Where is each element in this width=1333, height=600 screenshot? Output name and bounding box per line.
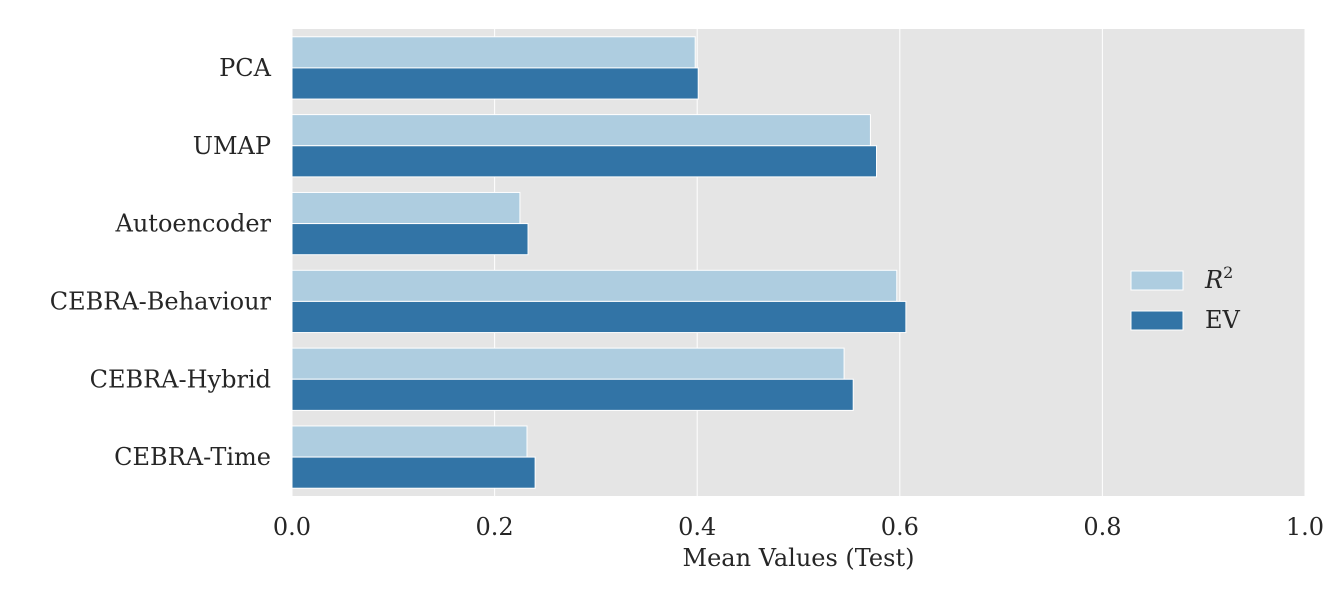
plot-area <box>292 29 1305 496</box>
bar-ev <box>291 145 878 178</box>
bar-ev <box>291 223 529 256</box>
bar-ev <box>291 378 854 411</box>
x-tick-label: 0.4 <box>678 513 716 541</box>
bar-r2 <box>291 347 845 380</box>
x-tick-label: 0.2 <box>476 513 514 541</box>
x-tick-labels: 0.0 0.2 0.4 0.6 0.8 1.0 <box>273 513 1324 541</box>
bar-r2 <box>291 425 528 458</box>
category-label: PCA <box>219 54 272 82</box>
x-tick-label: 0.8 <box>1083 513 1121 541</box>
bar-r2 <box>291 191 521 225</box>
x-tick-label: 1.0 <box>1286 513 1324 541</box>
category-label: UMAP <box>193 132 271 160</box>
bars <box>291 36 907 489</box>
bar-r2 <box>291 269 898 302</box>
bar-ev <box>291 300 907 334</box>
category-label: CEBRA-Time <box>114 443 271 471</box>
bar-r2 <box>291 36 696 69</box>
legend-label: EV <box>1205 306 1241 334</box>
x-axis-label: Mean Values (Test) <box>683 544 915 572</box>
category-label: CEBRA-Hybrid <box>90 365 271 393</box>
category-label: Autoencoder <box>115 210 272 238</box>
bar-ev <box>291 67 699 100</box>
x-tick-label: 0.0 <box>273 513 311 541</box>
category-labels: PCA UMAP Autoencoder CEBRA-Behaviour CEBRA-H… <box>50 54 272 471</box>
category-label: CEBRA-Behaviour <box>50 287 272 315</box>
grid-lines <box>291 29 1306 496</box>
legend-swatch <box>1130 270 1184 291</box>
bar-r2 <box>291 114 871 147</box>
x-tick-label: 0.6 <box>881 513 919 541</box>
legend-swatch <box>1130 310 1184 331</box>
bar-ev <box>291 456 536 489</box>
